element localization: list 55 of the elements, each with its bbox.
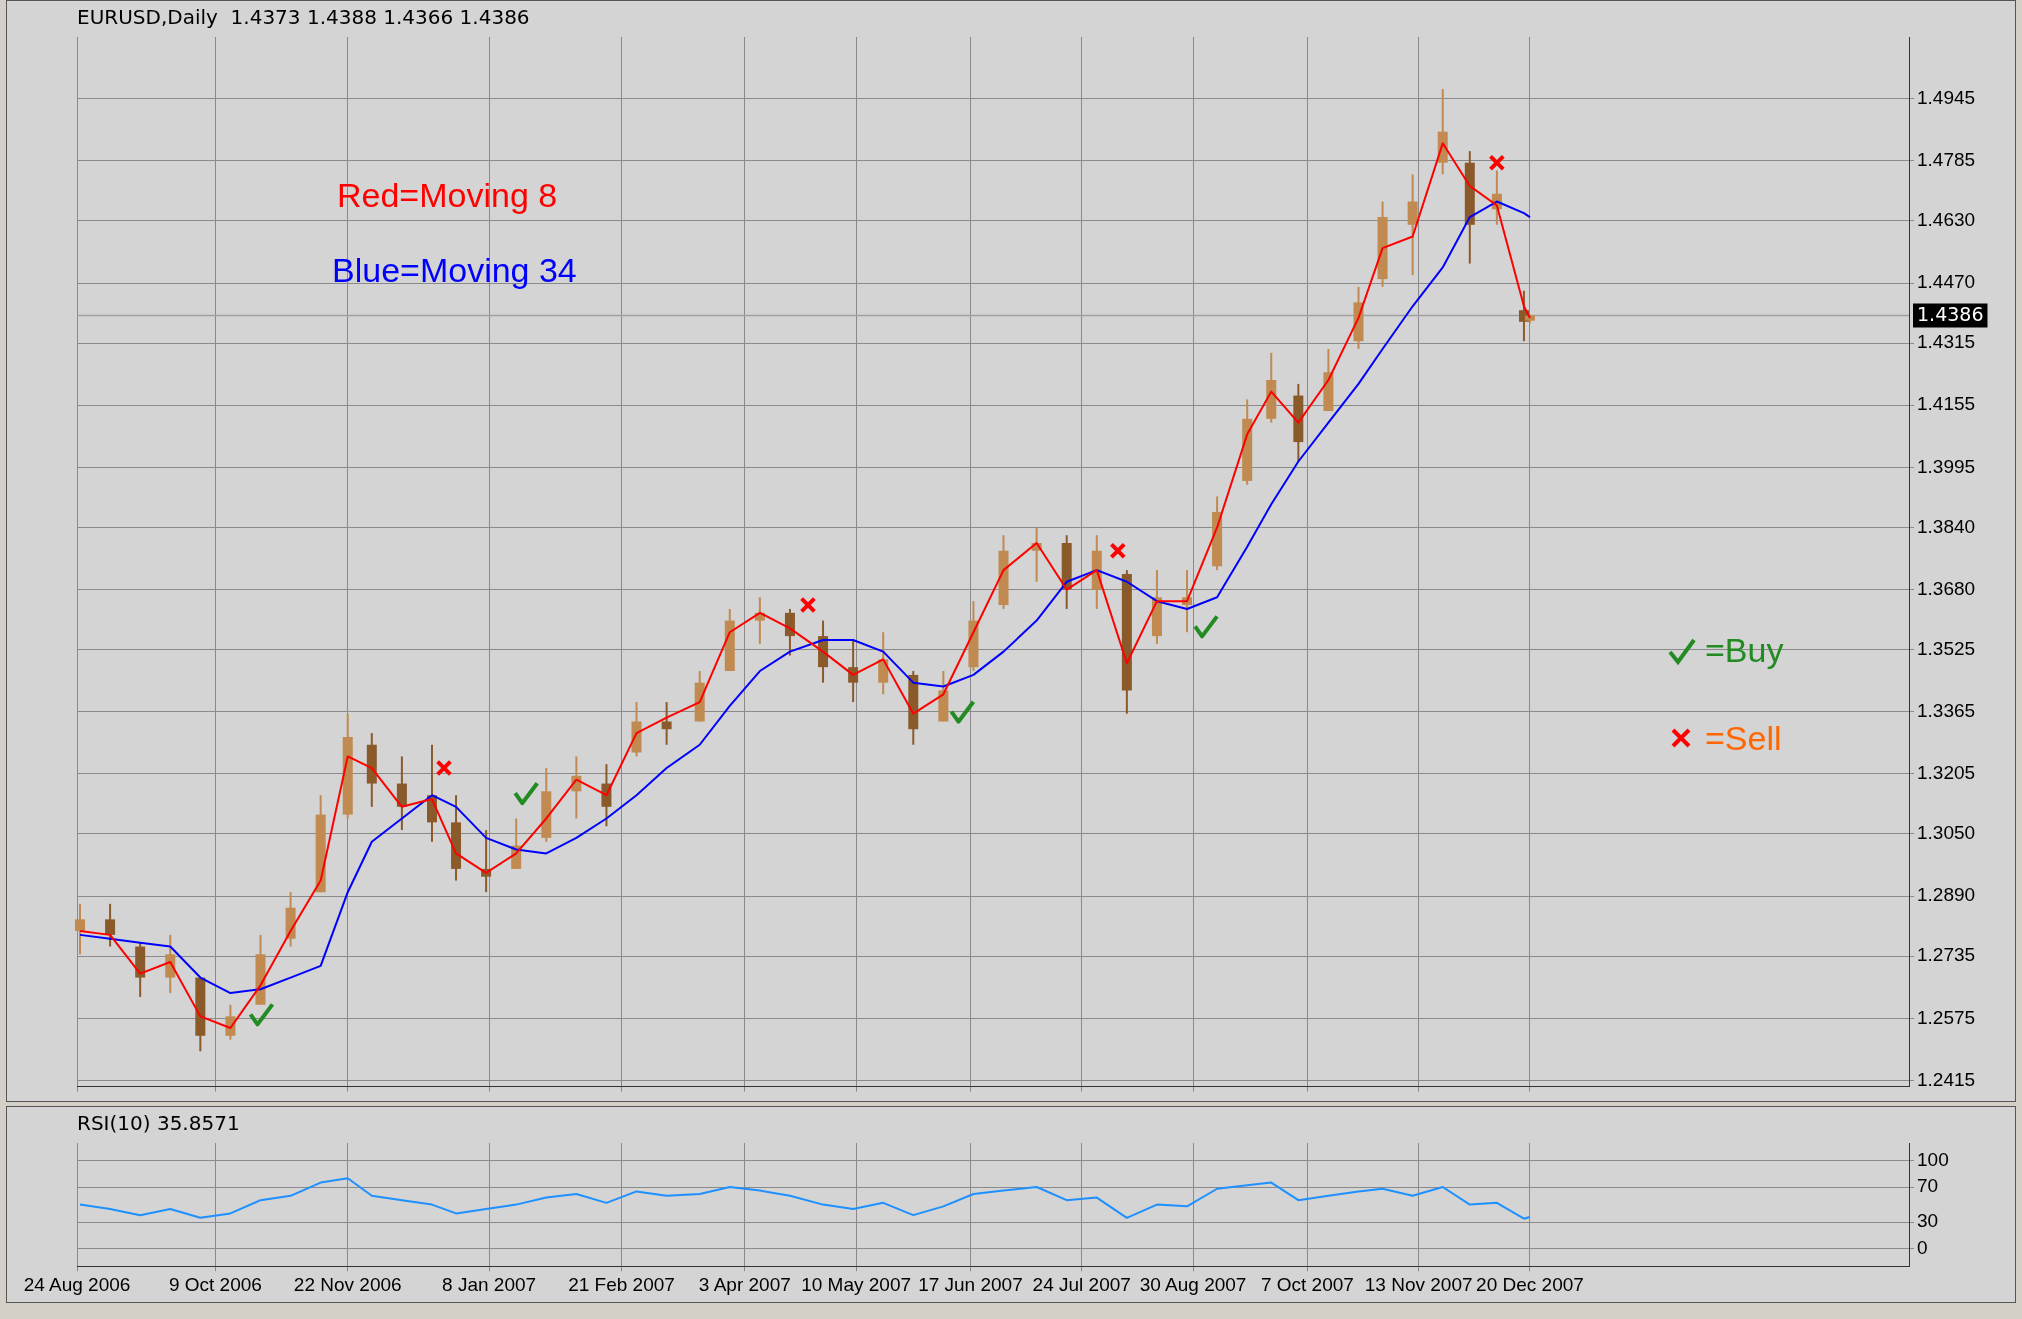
y-tick-label: 1.4315 (1917, 331, 1976, 353)
y-tick-label: 30 (1917, 1210, 1939, 1232)
x-tick-label: 22 Nov 2006 (293, 1273, 402, 1295)
chart-title: EURUSD,Daily 1.4373 1.4388 1.4366 1.4386 (77, 5, 530, 30)
point (1488, 154, 1506, 172)
y-tick-label: 1.2575 (1917, 1006, 1976, 1028)
x-tick-label: 13 Nov 2007 (1364, 1273, 1473, 1295)
x-tick-label: 20 Dec 2007 (1476, 1273, 1584, 1295)
y-tick-label: 1.3525 (1917, 637, 1976, 659)
y-tick-label: 1.3365 (1917, 700, 1976, 721)
x-tick-label: 21 Feb 2007 (568, 1273, 675, 1295)
point (435, 759, 453, 777)
x-tick-label: 30 Aug 2007 (1139, 1273, 1247, 1295)
candlestick (75, 902, 86, 956)
point (513, 781, 540, 806)
y-tick-label: 1.3680 (1917, 577, 1976, 599)
x-tick-label: 7 Oct 2007 (1260, 1273, 1354, 1295)
x-tick-label: 24 Aug 2006 (23, 1273, 131, 1295)
x-tick-label: 9 Oct 2006 (168, 1273, 262, 1295)
x-tick-label: 17 Jun 2007 (918, 1273, 1023, 1295)
annotation: Blue=Moving 34 (332, 251, 577, 290)
annotation: =Buy (1705, 631, 1784, 670)
y-tick-label: 1.4785 (1917, 149, 1976, 171)
y-tick-label: 100 (1917, 1148, 1949, 1170)
candlestick (105, 902, 116, 948)
y-tick-label: 1.4470 (1917, 271, 1976, 293)
annotation: Red=Moving 8 (337, 176, 558, 215)
candlestick (165, 933, 176, 995)
candlestick (1407, 173, 1418, 277)
x-tick-label: 3 Apr 2007 (698, 1273, 791, 1295)
point (1193, 614, 1220, 639)
point (1109, 542, 1127, 560)
annotation: =Sell (1705, 719, 1782, 758)
chart-title: RSI(10) 35.8571 (77, 1111, 240, 1136)
candlestick (661, 701, 672, 746)
x-tick-label: 8 Jan 2007 (442, 1273, 537, 1295)
y-tick-label: 1.4155 (1917, 393, 1976, 415)
point (949, 699, 976, 724)
y-tick-label: 1.4630 (1917, 209, 1976, 231)
y-tick-label: 1.2890 (1917, 884, 1976, 906)
ref-line-label: 1.4386 (1917, 302, 1984, 325)
y-tick-label: 1.3050 (1917, 822, 1976, 844)
y-tick-label: 0 (1917, 1236, 1928, 1258)
y-tick-label: 1.2735 (1917, 944, 1976, 966)
point (248, 1002, 275, 1027)
point (799, 596, 817, 614)
y-tick-label: 70 (1917, 1175, 1939, 1197)
y-tick-label: 1.2415 (1917, 1068, 1976, 1090)
y-tick-label: 1.3205 (1917, 762, 1976, 784)
y-tick-label: 1.4945 (1917, 86, 1976, 108)
x-tick-label: 10 May 2007 (801, 1273, 912, 1295)
x-tick-label: 24 Jul 2007 (1032, 1273, 1131, 1295)
y-tick-label: 1.3995 (1917, 455, 1976, 477)
candlestick (878, 631, 889, 696)
y-tick-label: 1.3840 (1917, 515, 1976, 537)
